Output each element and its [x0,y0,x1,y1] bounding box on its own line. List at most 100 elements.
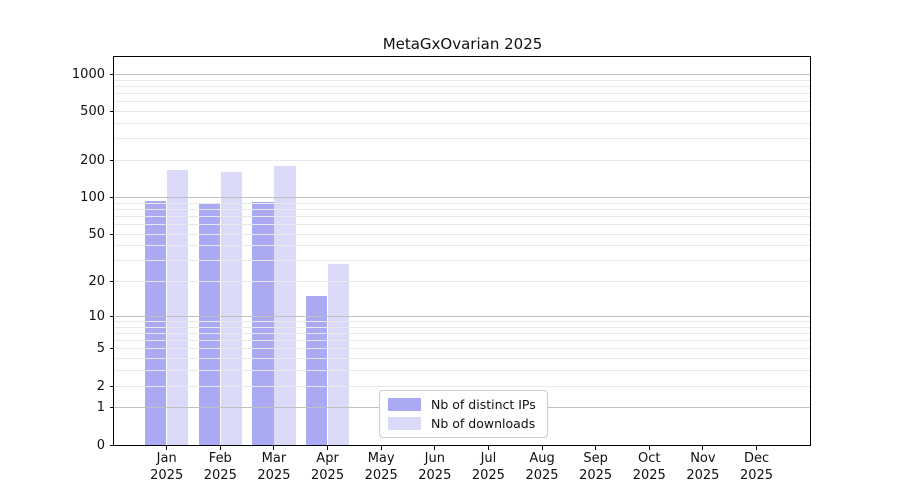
x-tick-label-line: Jul [480,451,497,466]
x-tick-label: Mar 2025 [244,451,304,484]
x-tick-label: Jun 2025 [405,451,465,484]
legend-swatch [388,417,421,430]
x-tick-label-line: May [367,451,395,466]
gridline-minor [114,93,810,95]
gridline-minor [114,233,810,235]
x-tick-label-line: 2025 [686,467,720,483]
x-tick-label: Dec 2025 [727,451,787,484]
x-tick-label-line: Feb [208,451,232,466]
gridline-minor [114,160,810,162]
x-tick-label-line: 2025 [150,467,184,483]
gridline-minor [114,85,810,87]
bar-downloads-1 [220,172,242,445]
gridline-minor [114,101,810,103]
legend-swatch [388,398,421,411]
x-tick-mark [487,446,489,450]
x-tick-mark [380,446,382,450]
y-tick-label: 1000 [71,66,105,82]
x-tick-label-line: Jan [156,451,177,466]
y-tick-mark [109,73,114,75]
y-tick-mark [109,348,114,350]
y-tick-mark [109,385,114,387]
x-tick-mark [273,446,275,450]
x-tick-mark [702,446,704,450]
y-tick-mark [109,281,114,283]
gridline-minor [114,385,810,387]
x-tick-label: Nov 2025 [673,451,733,484]
legend: Nb of distinct IPs Nb of downloads [379,390,548,438]
x-tick-label: Sep 2025 [566,451,626,484]
x-tick-label: Apr 2025 [298,451,358,484]
x-tick-label: May 2025 [351,451,411,484]
x-tick-label-line: Mar [261,451,287,466]
legend-label: Nb of downloads [431,416,536,431]
x-tick-label: Jul 2025 [458,451,518,484]
gridline-minor [114,260,810,262]
bar-distinct-ips-0 [145,201,167,445]
y-tick-mark [109,233,114,235]
gridline-major [114,73,810,75]
x-tick-mark [327,446,329,450]
x-tick-mark [166,446,168,450]
x-tick-label-line: Dec [743,451,770,466]
x-tick-label-line: Aug [529,451,555,466]
y-tick-label: 20 [88,274,105,290]
y-tick-mark [109,315,114,317]
x-tick-mark [219,446,221,450]
x-tick-mark [756,446,758,450]
bar-downloads-0 [167,170,189,445]
legend-label: Nb of distinct IPs [431,397,536,412]
x-tick-label: Aug 2025 [512,451,572,484]
x-tick-label-line: 2025 [632,467,666,483]
gridline-minor [114,245,810,247]
y-tick-label: 100 [80,189,105,205]
x-tick-label-line: 2025 [471,467,505,483]
y-tick-label: 10 [88,308,105,324]
x-tick-label-line: Sep [583,451,608,466]
bar-distinct-ips-2 [252,202,274,445]
legend-item: Nb of distinct IPs [388,395,536,414]
gridline-minor [114,348,810,350]
y-tick-label: 200 [80,153,105,169]
gridline-minor [114,370,810,372]
y-tick-label: 0 [96,437,105,453]
y-tick-label: 500 [80,104,105,120]
x-tick-label-line: 2025 [579,467,613,483]
gridline-minor [114,332,810,334]
legend-item: Nb of downloads [388,414,536,433]
gridline-minor [114,358,810,360]
gridline-major [114,196,810,198]
x-tick-label-line: 2025 [203,467,237,483]
gridline-minor [114,224,810,226]
y-tick-label: 2 [96,378,105,394]
x-tick-label-line: Oct [638,451,661,466]
y-tick-mark [109,407,114,409]
x-tick-label-line: Jun [424,451,445,466]
x-tick-label-line: 2025 [364,467,398,483]
gridline-minor [114,326,810,328]
x-tick-mark [541,446,543,450]
gridline-minor [114,281,810,283]
gridline-minor [114,340,810,342]
x-tick-label-line: 2025 [418,467,452,483]
bar-downloads-3 [327,264,350,445]
chart-title: MetaGxOvarian 2025 [382,35,543,53]
x-tick-mark [434,446,436,450]
y-tick-label: 1 [96,400,105,416]
x-tick-label-line: Nov [690,451,716,466]
y-tick-mark [109,196,114,198]
gridline-minor [114,138,810,140]
gridline-minor [114,321,810,322]
gridline-minor [114,111,810,113]
gridline-minor [114,215,810,217]
y-tick-label: 5 [96,341,105,357]
gridline-major [114,315,810,317]
gridline-minor [114,79,810,81]
gridline-minor [114,208,810,210]
x-tick-mark [595,446,597,450]
y-tick-mark [109,444,114,446]
